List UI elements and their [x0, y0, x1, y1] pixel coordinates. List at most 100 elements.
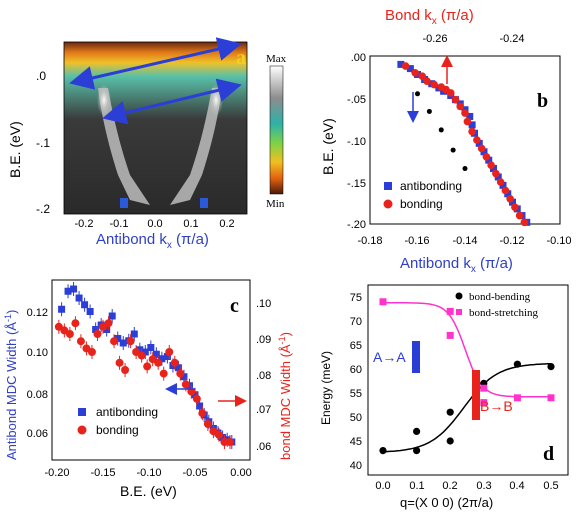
panel-a-ytick: .0	[36, 69, 46, 83]
antibonding-point	[494, 173, 502, 181]
panel-c-ytick-left: 0.12	[27, 307, 48, 319]
panel-c-ytick-right: .09	[256, 334, 271, 346]
heatmap-peak-left	[97, 84, 111, 116]
panel-d-xtick: 0.5	[543, 480, 558, 492]
panel-d-xtick: 0.4	[509, 480, 524, 492]
panel-c-xtick: -0.10	[136, 467, 161, 479]
arrow-upper	[69, 37, 242, 90]
bonding-point	[65, 330, 74, 338]
panel-b-top-tick: -0.24	[499, 33, 524, 45]
annot-bar-bb	[472, 370, 480, 420]
panel-d-ytick: 50	[350, 412, 362, 424]
bonding-point	[159, 369, 168, 378]
panel-b-top-label: Bond kx (π/a)	[385, 7, 474, 27]
antibonding-point	[141, 348, 149, 356]
antibonding-point	[219, 434, 227, 441]
panel-a-xtick: -0.2	[75, 218, 94, 230]
antibonding-point	[196, 402, 204, 410]
bond-stretching-curve	[383, 302, 551, 398]
panel-c-ytick-right: .06	[256, 441, 271, 453]
panel-b-ytick: -.05	[347, 94, 366, 106]
legend-label-bonding: bonding	[400, 197, 443, 211]
panel-d-label: d	[543, 443, 554, 465]
legend-label-antibonding: antibonding	[96, 405, 158, 419]
panel-c-xtick: -0.15	[90, 467, 115, 479]
panel-c-legend: antibonding bonding	[77, 405, 158, 437]
panel-c-ytick-left: 0.10	[27, 347, 48, 359]
panel-c-frame	[51, 279, 251, 461]
bond-bending-curve	[382, 362, 552, 453]
panel-b-label: b	[537, 90, 548, 112]
reference-point	[438, 127, 444, 133]
bonding-point	[511, 203, 519, 211]
bond-bending-point	[413, 447, 421, 455]
panel-b-xlabel: Antibond kx (π/a)	[400, 255, 513, 275]
legend-marker-bonding	[77, 425, 87, 435]
bonding-point	[501, 186, 510, 195]
bonding-point	[446, 89, 455, 97]
bond-bending-point	[379, 447, 387, 455]
bond-stretching-point	[480, 399, 488, 407]
bonding-point	[418, 72, 427, 80]
bonding-point	[198, 409, 207, 418]
bond-stretching-point	[480, 384, 488, 392]
panel-d-xlabel: q=(X 0 0) (2π/a)	[400, 495, 493, 510]
arrow-lower	[102, 78, 242, 125]
bonding-point	[492, 169, 500, 178]
panel-c-xtick: 0.00	[230, 467, 251, 479]
bond-stretching-point	[547, 394, 555, 402]
antibonding-point	[147, 344, 155, 351]
bonding-point	[115, 358, 124, 367]
antibonding-point	[490, 165, 497, 173]
panel-c-ytick-left: 0.06	[27, 428, 48, 440]
bonding-point	[203, 420, 212, 428]
antibonding-point	[103, 326, 111, 333]
antibonding-point	[114, 335, 122, 342]
antibonding-point	[119, 339, 127, 347]
annot-aa: A→A	[373, 349, 406, 365]
panel-a-ytick: -.1	[36, 136, 50, 150]
colorbar	[269, 65, 284, 195]
bonding-point	[220, 438, 229, 446]
antibonding-point	[406, 65, 414, 73]
panel-b-marks	[397, 60, 531, 227]
reference-point	[415, 91, 420, 97]
panel-d-ytick: 55	[350, 388, 362, 400]
antibonding-point	[81, 301, 89, 309]
panel-d-xtick: 0.2	[442, 480, 457, 492]
panel-b-xticks: -0.18 -0.16 -0.14 -0.12 -0.10	[357, 235, 571, 247]
bonding-point	[463, 117, 472, 126]
antibonding-point	[58, 305, 66, 313]
panel-b-ylabel: B.E. (eV)	[320, 118, 336, 175]
panel-c-ylabel-left: Antibond MDC Width (Å-1)	[3, 310, 19, 460]
bond-bending-point	[446, 437, 454, 445]
legend-marker-antibonding	[384, 182, 392, 190]
legend-marker-bond-bending	[455, 292, 463, 300]
panel-d-ytick: 65	[350, 340, 362, 352]
bonding-point	[468, 127, 476, 136]
antibonding-point	[504, 190, 512, 198]
panel-b-xtick: -0.16	[404, 235, 429, 247]
reference-point	[426, 108, 432, 114]
bond-bending-point	[547, 363, 555, 371]
panel-d-legend: bond-bending bond-stretching	[455, 291, 539, 319]
panel-b-xtick: -0.10	[546, 235, 571, 247]
bonding-point	[87, 348, 96, 356]
bond-bending-point	[513, 360, 522, 368]
bonding-point	[430, 80, 438, 89]
bonding-point	[110, 337, 119, 346]
bonding-point	[496, 178, 505, 186]
bond-stretching-point	[513, 394, 521, 402]
panel-b-ytick: -.10	[347, 136, 366, 148]
panel-b-top-tick: -0.26	[422, 33, 447, 45]
bonding-point	[93, 330, 102, 338]
antibonding-point	[475, 139, 483, 147]
annot-bar-aa	[412, 341, 420, 373]
antibonding-point	[499, 181, 507, 189]
antibonding-point	[158, 355, 166, 363]
bond-stretching-point	[446, 307, 454, 315]
bond-bending-point	[413, 427, 421, 435]
bonding-point	[477, 144, 486, 153]
bonding-point	[520, 218, 529, 227]
